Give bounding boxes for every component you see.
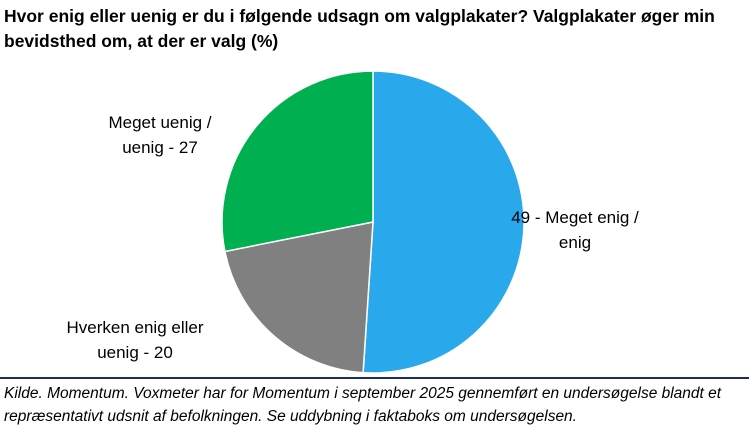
pie-slice-agree [362,70,525,374]
slice-label-agree: 49 - Meget enig / enig [511,208,639,252]
chart-title: Hvor enig eller uenig er du i følgende u… [4,6,715,51]
slice-label-disagree: Meget uenig / uenig - 27 [108,113,212,157]
pie-slice-neutral [224,221,374,374]
pie-slice-disagree [221,70,374,253]
slice-label-neutral: Hverken enig eller uenig - 20 [66,318,204,362]
source-note: Kilde. Momentum. Voxmeter har for Moment… [4,385,722,425]
divider-line [0,377,749,379]
